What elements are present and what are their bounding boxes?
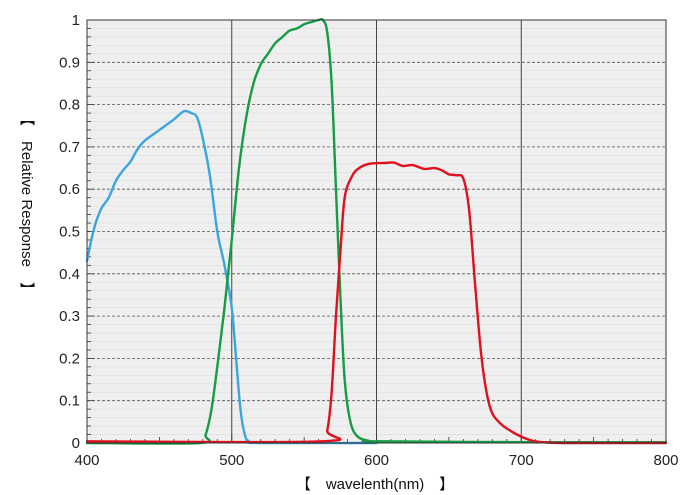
y-tick-label: 0.6 (59, 181, 80, 198)
y-tick-label: 0.9 (59, 54, 80, 71)
green-response-line (85, 17, 668, 445)
x-tick-labels: 400 500 600 700 800 (74, 452, 678, 469)
x-tick-label: 400 (74, 452, 99, 469)
y-tick-label: 0.5 (59, 224, 80, 241)
series-lines (85, 17, 668, 445)
y-tick-label: 0.8 (59, 97, 80, 114)
x-axis-title: 【 wavelenth(nm) 】 (296, 476, 454, 493)
y-tick-label: 0.3 (59, 308, 80, 325)
y-tick-label: 0.7 (59, 139, 80, 156)
x-tick-label: 500 (219, 452, 244, 469)
red-response-line (85, 161, 668, 445)
x-tick-label: 600 (364, 452, 389, 469)
y-axis-title: 【 Relative Response 】 (18, 111, 35, 297)
y-tick-label: 0.2 (59, 350, 80, 367)
x-tick-label: 800 (653, 452, 678, 469)
x-tick-label: 700 (509, 452, 534, 469)
y-tick-label: 1 (72, 12, 80, 29)
y-tick-label: 0 (72, 435, 80, 452)
blue-response-line (85, 109, 378, 445)
y-tick-label: 0.1 (59, 393, 80, 410)
y-tick-label: 0.4 (59, 266, 80, 283)
y-tick-labels: 0 0.1 0.2 0.3 0.4 0.5 0.6 0.7 0.8 0.9 1 (59, 12, 80, 452)
plot-frame (86, 19, 667, 444)
dashed-y-gridlines (87, 61, 666, 402)
